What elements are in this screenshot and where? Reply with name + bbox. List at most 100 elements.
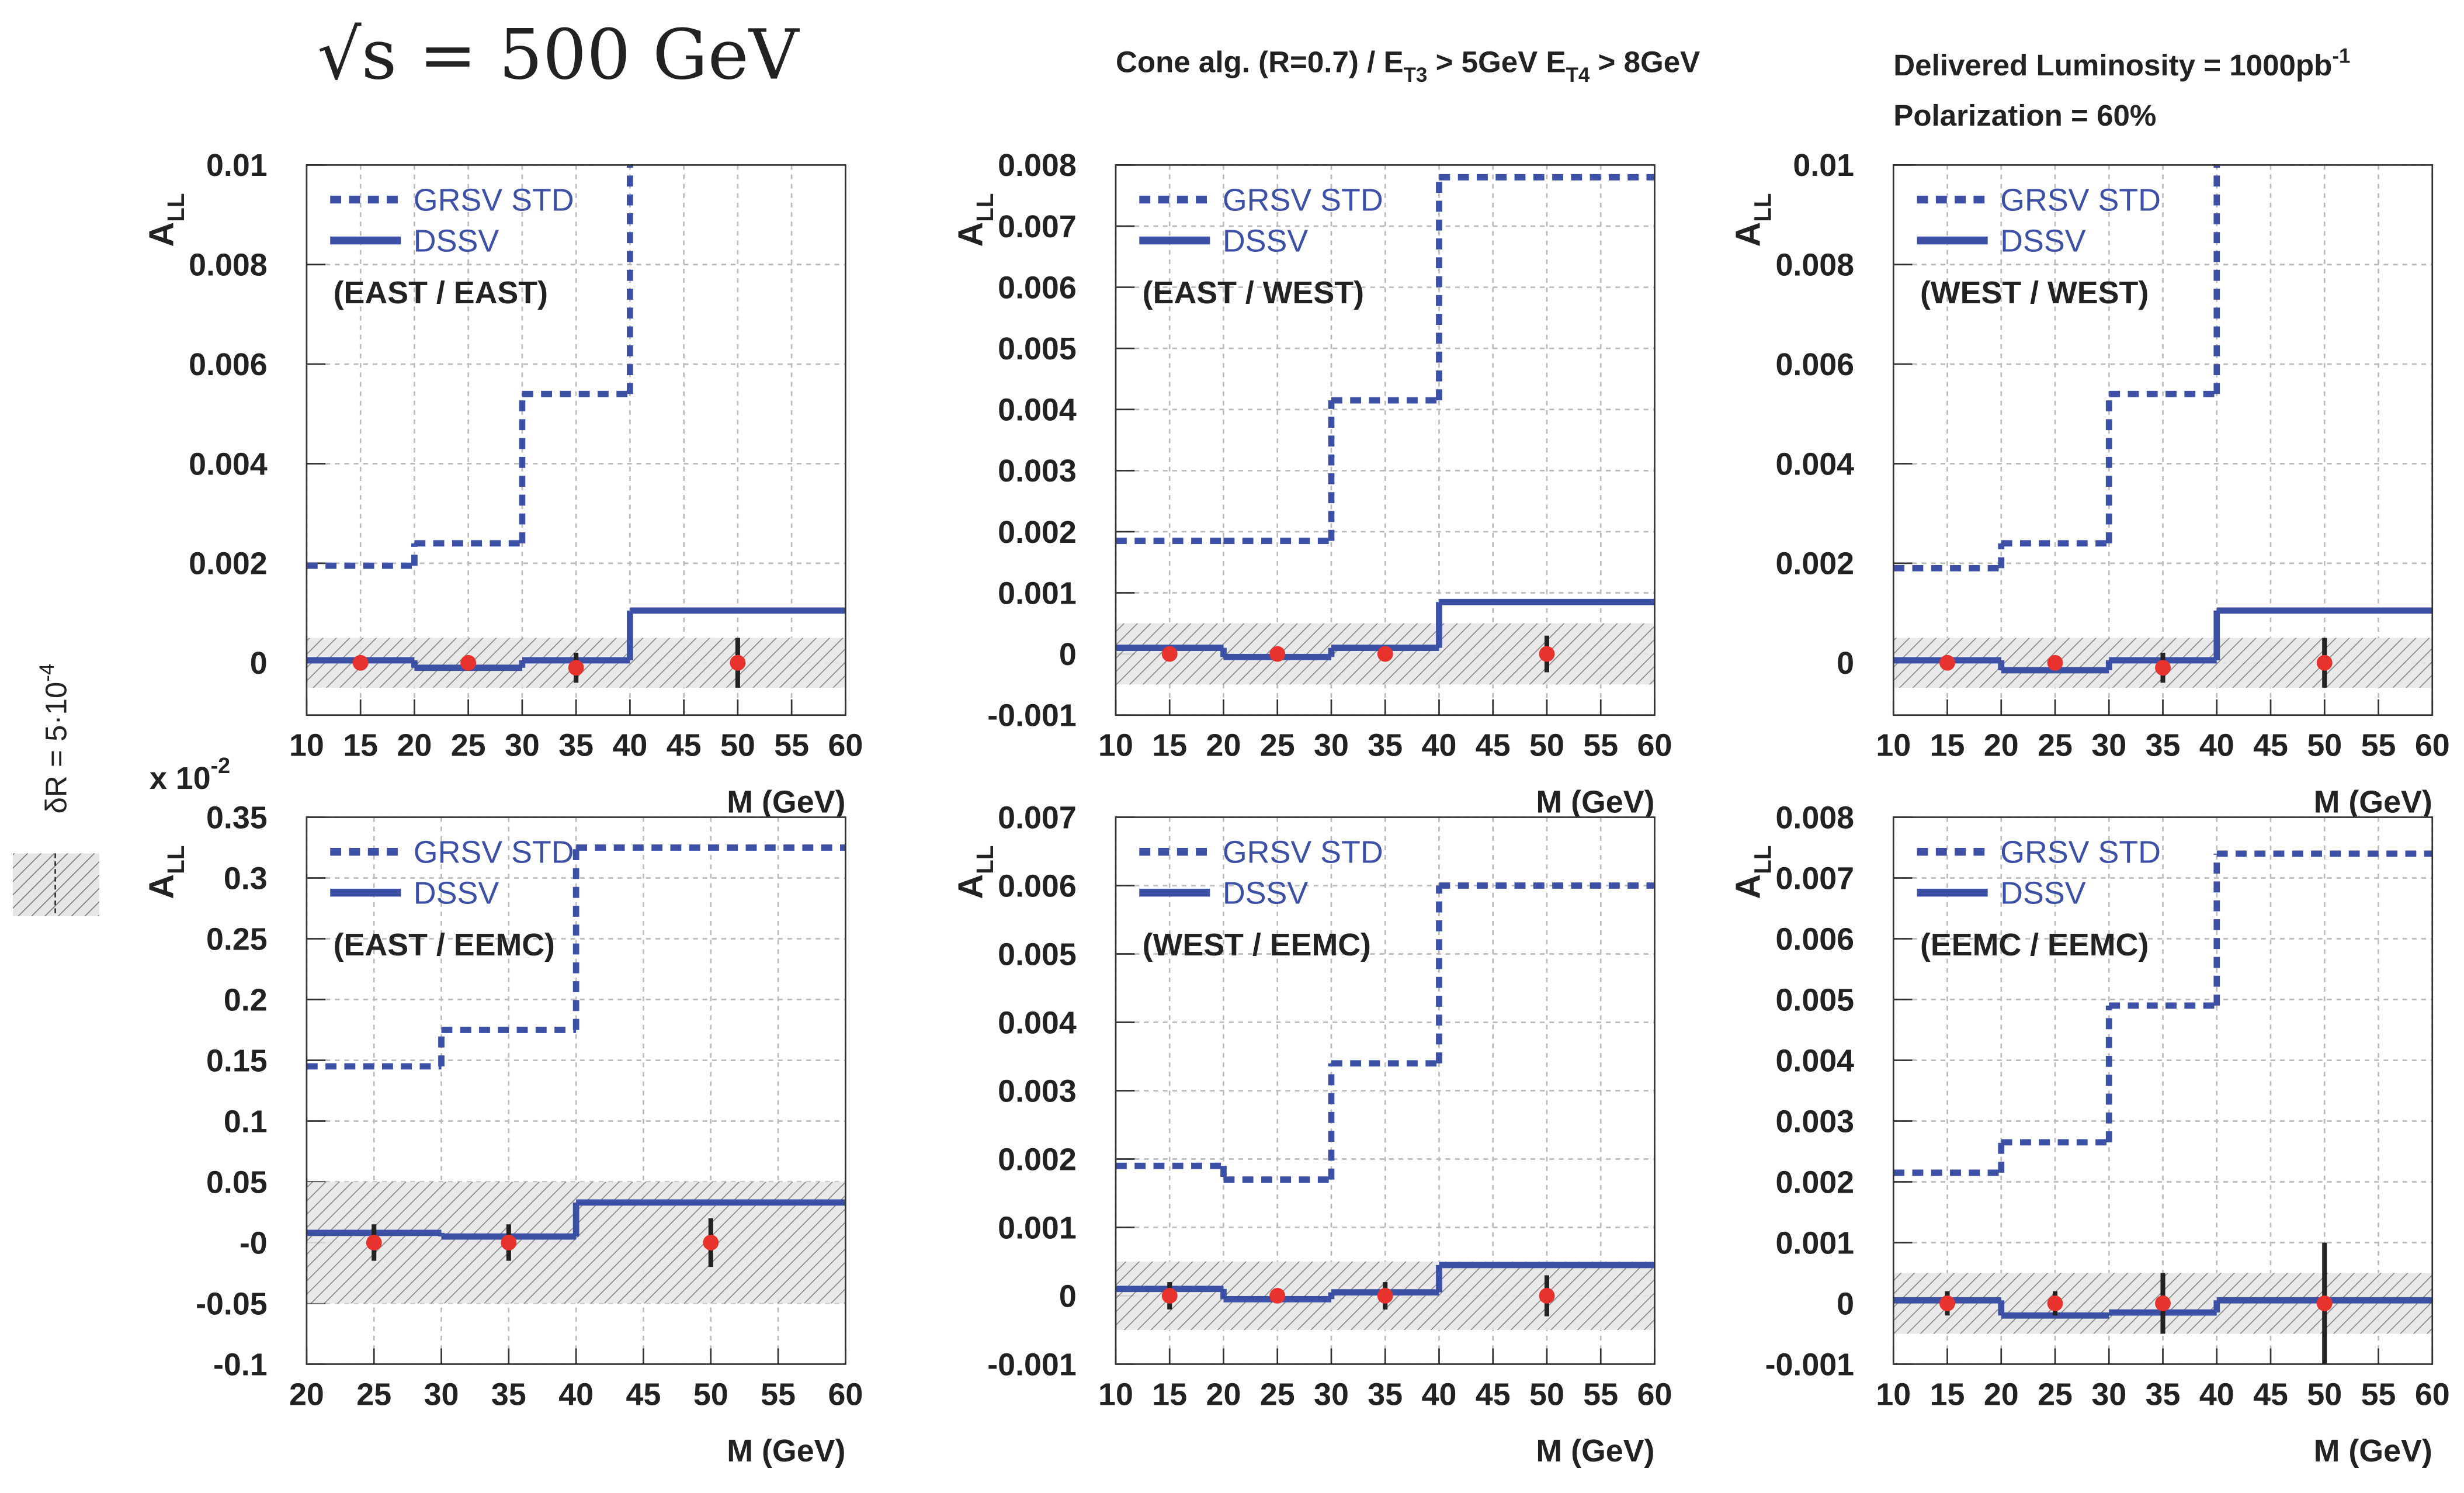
- x-tick-label: 45: [2253, 1377, 2288, 1412]
- legend-label: DSSV: [1223, 875, 1309, 910]
- data-point: [2155, 660, 2171, 676]
- x-axis-label: M (GeV): [2314, 1433, 2432, 1468]
- y-tick-label: 0.005: [998, 331, 1077, 366]
- y-tick-label: 0.007: [1775, 861, 1854, 896]
- legend-label: DSSV: [414, 223, 499, 258]
- legend-label: GRSV STD: [414, 182, 574, 217]
- x-tick-label: 35: [491, 1377, 526, 1412]
- y-tick-label: 0.003: [998, 453, 1077, 489]
- y-tick-label: 0.007: [998, 800, 1077, 835]
- data-point: [1377, 1288, 1393, 1304]
- y-axis-label: ALL: [950, 846, 998, 899]
- cone-text: > 5GeV E: [1427, 46, 1566, 79]
- x-tick-label: 35: [2146, 1377, 2181, 1412]
- series-group: [1893, 165, 2432, 688]
- x-tick-label: 15: [343, 728, 378, 763]
- data-point: [1269, 646, 1286, 662]
- y-tick-label: 0.008: [1775, 800, 1854, 835]
- y-axis-label: ALL: [141, 846, 189, 899]
- x-tick-label: 35: [1368, 1377, 1403, 1412]
- y-tick-label: 0.001: [998, 1210, 1077, 1245]
- x-tick-label: 10: [289, 728, 324, 763]
- x-tick-label: 55: [2361, 1377, 2396, 1412]
- x-tick-label: 50: [1529, 1377, 1564, 1412]
- x-tick-label: 30: [2091, 1377, 2126, 1412]
- y-tick-label: 0.002: [998, 515, 1077, 550]
- axis-multiplier-text: x 10: [150, 761, 211, 796]
- x-tick-label: 20: [289, 1377, 324, 1412]
- x-axis-label: M (GeV): [1536, 1433, 1654, 1468]
- x-tick-label: 15: [1152, 728, 1187, 763]
- series-group: [1893, 850, 2432, 1364]
- y-tick-label: 0.008: [1775, 248, 1854, 283]
- y-tick-label: 0: [1837, 646, 1854, 681]
- x-tick-label: 60: [828, 728, 863, 763]
- x-tick-label: 40: [1422, 1377, 1457, 1412]
- x-tick-label: 30: [1314, 1377, 1349, 1412]
- luminosity-exp: -1: [2332, 45, 2350, 68]
- plot-frame: [306, 164, 846, 716]
- y-tick-label: 0.006: [998, 868, 1077, 903]
- y-tick-label: 0.001: [998, 576, 1077, 611]
- data-point: [2047, 654, 2063, 671]
- x-tick-label: 10: [1876, 1377, 1911, 1412]
- x-tick-label: 10: [1098, 1377, 1133, 1412]
- y-tick-label: 0.004: [1775, 446, 1854, 481]
- y-axis-label: ALL: [141, 193, 189, 247]
- y-tick-label: 0.003: [1775, 1104, 1854, 1139]
- data-point: [1269, 1288, 1286, 1304]
- x-axis-label: M (GeV): [727, 1433, 845, 1468]
- data-point: [1377, 646, 1393, 662]
- data-point: [703, 1235, 719, 1250]
- y-axis-label-main: A: [1729, 222, 1768, 247]
- panel-title: (EAST / EAST): [334, 275, 548, 310]
- y-axis-label-sub: LL: [162, 846, 189, 874]
- x-tick-label: 50: [2307, 728, 2342, 763]
- data-point: [1939, 654, 1955, 671]
- energy-label: √s = 500 GeV: [317, 14, 800, 95]
- y-axis-label-sub: LL: [1749, 846, 1776, 874]
- x-tick-label: 20: [1984, 728, 2019, 763]
- x-tick-label: 30: [1314, 728, 1349, 763]
- x-tick-label: 35: [558, 728, 594, 763]
- data-point: [2316, 1295, 2333, 1311]
- x-tick-label: 40: [558, 1377, 594, 1412]
- x-tick-label: 20: [1984, 1377, 2019, 1412]
- delta-r-label: δR = 5·10-4: [36, 664, 73, 814]
- y-tick-label: 0.004: [1775, 1043, 1854, 1078]
- data-point: [1939, 1295, 1955, 1311]
- x-tick-label: 45: [667, 728, 702, 763]
- x-tick-label: 60: [1637, 728, 1672, 763]
- x-tick-label: 25: [1260, 728, 1295, 763]
- data-point: [1539, 646, 1555, 662]
- y-axis-label-sub: LL: [971, 846, 998, 874]
- series-group: [1115, 174, 1655, 673]
- x-tick-label: 20: [1206, 728, 1241, 763]
- y-tick-label: 0.006: [998, 270, 1077, 305]
- panel-title: (WEST / EEMC): [1143, 927, 1371, 962]
- plot-frame: [1115, 816, 1656, 1365]
- legend-label: GRSV STD: [414, 835, 574, 870]
- cone-sub: T4: [1566, 64, 1590, 86]
- y-tick-label: 0: [1059, 1279, 1077, 1314]
- x-tick-label: 40: [2199, 728, 2234, 763]
- panel-title: (EAST / WEST): [1143, 275, 1364, 310]
- luminosity-text: Delivered Luminosity = 1000pb: [1893, 49, 2332, 82]
- y-tick-label: 0.005: [1775, 982, 1854, 1017]
- x-axis-label: M (GeV): [727, 784, 845, 819]
- data-point: [2155, 1295, 2171, 1311]
- luminosity-label: Delivered Luminosity = 1000pb-1: [1893, 45, 2350, 82]
- x-tick-label: 30: [2091, 728, 2126, 763]
- y-tick-label: 0.15: [206, 1043, 268, 1078]
- data-point: [2316, 654, 2333, 671]
- legend-label: DSSV: [414, 875, 499, 910]
- delta-r-text: δR = 5·10: [39, 682, 72, 814]
- plot-frame: [1892, 164, 2434, 716]
- x-tick-label: 10: [1098, 728, 1133, 763]
- x-axis-label: M (GeV): [1536, 784, 1654, 819]
- data-point: [501, 1235, 517, 1250]
- x-tick-label: 55: [1583, 728, 1618, 763]
- y-axis-label-main: A: [141, 874, 181, 899]
- axis-multiplier-exp: -2: [211, 753, 230, 778]
